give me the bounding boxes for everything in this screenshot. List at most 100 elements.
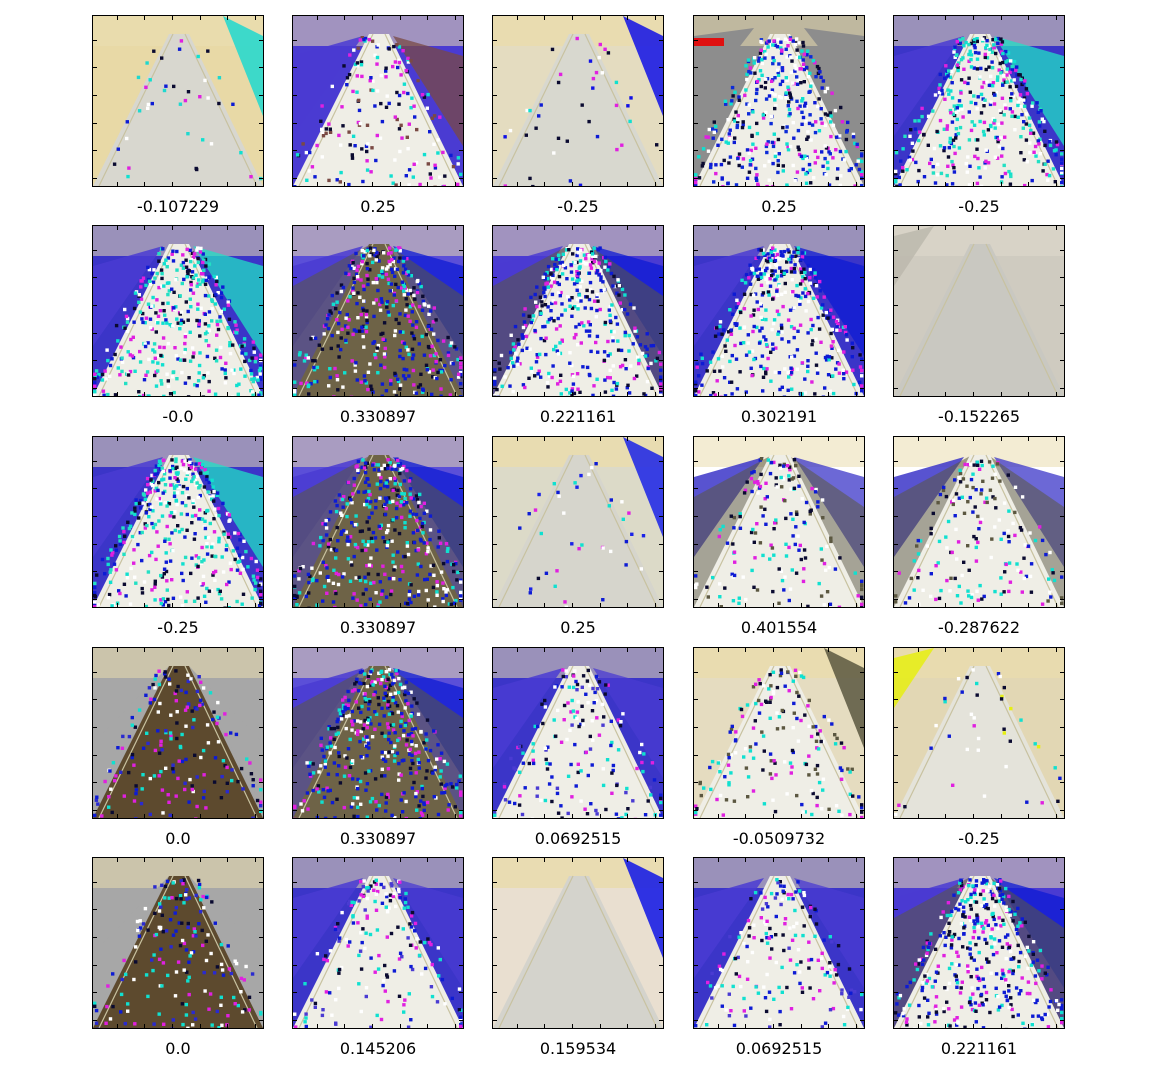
noise-pixel <box>152 342 157 346</box>
left-axis-tick <box>493 40 497 41</box>
noise-pixel <box>153 356 157 360</box>
noise-pixel <box>393 753 397 758</box>
noise-pixel <box>694 583 698 587</box>
noise-pixel <box>383 512 388 517</box>
noise-pixel <box>447 602 452 606</box>
noise-pixel <box>374 506 378 510</box>
noise-pixel <box>929 157 933 162</box>
noise-pixel <box>752 308 756 312</box>
noise-pixel <box>93 585 97 590</box>
noise-pixel <box>117 589 121 593</box>
noise-pixel <box>393 333 397 338</box>
noise-pixel <box>167 537 171 541</box>
noise-pixel <box>454 347 459 351</box>
bottom-axis-tick <box>255 182 256 186</box>
noise-pixel <box>321 131 325 135</box>
noise-pixel <box>730 99 734 103</box>
top-axis-tick <box>200 226 201 230</box>
noise-pixel <box>340 575 345 579</box>
noise-pixel <box>369 76 373 80</box>
noise-pixel <box>993 589 997 594</box>
left-axis-tick <box>894 178 898 179</box>
noise-pixel <box>574 332 578 337</box>
top-axis-tick <box>172 16 173 20</box>
noise-pixel <box>576 387 580 391</box>
noise-pixel <box>252 350 256 354</box>
noise-pixel <box>785 183 789 186</box>
noise-pixel <box>118 539 122 543</box>
noise-pixel <box>387 731 391 735</box>
noise-pixel <box>789 256 793 260</box>
right-axis-tick <box>860 305 864 306</box>
noise-pixel <box>801 291 805 295</box>
noise-pixel <box>409 274 413 278</box>
noise-pixel <box>752 585 756 589</box>
noise-pixel <box>384 595 389 599</box>
noise-pixel <box>585 288 589 293</box>
right-axis-tick <box>659 516 663 517</box>
noise-pixel <box>414 744 418 748</box>
noise-pixel <box>93 377 97 381</box>
noise-pixel <box>829 539 833 544</box>
left-axis-tick <box>894 360 898 361</box>
noise-pixel <box>831 156 835 160</box>
noise-pixel <box>632 306 636 310</box>
noise-pixel <box>168 514 172 518</box>
noise-pixel <box>394 317 398 322</box>
noise-pixel <box>753 556 757 560</box>
noise-pixel <box>774 346 778 350</box>
noise-pixel <box>1012 78 1016 82</box>
noise-pixel <box>436 338 440 343</box>
noise-pixel <box>192 505 196 509</box>
noise-pixel <box>307 383 311 387</box>
noise-pixel <box>389 589 394 593</box>
noise-pixel <box>720 332 724 336</box>
noise-pixel <box>221 285 225 289</box>
noise-pixel <box>645 332 649 336</box>
noise-pixel <box>199 246 203 251</box>
noise-pixel <box>351 723 355 727</box>
noise-pixel <box>829 114 833 118</box>
noise-pixel <box>787 257 791 262</box>
noise-pixel <box>382 714 386 718</box>
noise-pixel <box>255 575 260 580</box>
noise-pixel <box>540 300 544 304</box>
noise-pixel <box>1047 173 1052 178</box>
noise-pixel <box>827 183 832 186</box>
noise-pixel <box>774 476 778 480</box>
noise-pixel <box>168 542 172 546</box>
noise-pixel <box>860 368 864 373</box>
noise-pixel <box>226 532 230 536</box>
noise-pixel <box>916 179 920 184</box>
noise-pixel <box>159 743 163 747</box>
noise-pixel <box>555 267 559 272</box>
noise-pixel <box>336 539 340 543</box>
noise-pixel <box>769 379 773 383</box>
noise-pixel <box>386 265 390 269</box>
noise-pixel <box>356 777 360 782</box>
noise-pixel <box>373 253 377 258</box>
top-axis-tick <box>1001 226 1002 230</box>
noise-pixel <box>765 367 769 371</box>
noise-pixel <box>759 272 763 276</box>
noise-pixel <box>165 321 169 325</box>
noise-pixel <box>207 328 212 333</box>
noise-pixel <box>539 103 543 107</box>
noise-pixel <box>1024 122 1028 126</box>
noise-pixel <box>334 571 338 576</box>
noise-pixel <box>806 130 810 134</box>
noise-pixel <box>736 117 740 122</box>
noise-pixel <box>753 292 758 296</box>
noise-pixel <box>166 301 170 305</box>
noise-pixel <box>364 602 368 607</box>
noise-pixel <box>130 511 134 515</box>
noise-pixel <box>449 782 453 786</box>
noise-pixel <box>403 496 407 501</box>
noise-pixel <box>161 811 165 815</box>
noise-pixel <box>790 254 795 258</box>
bottom-axis-tick <box>427 392 428 396</box>
noise-pixel <box>786 87 791 91</box>
noise-pixel <box>377 722 382 726</box>
noise-pixel <box>407 183 411 186</box>
noise-pixel <box>363 692 367 696</box>
